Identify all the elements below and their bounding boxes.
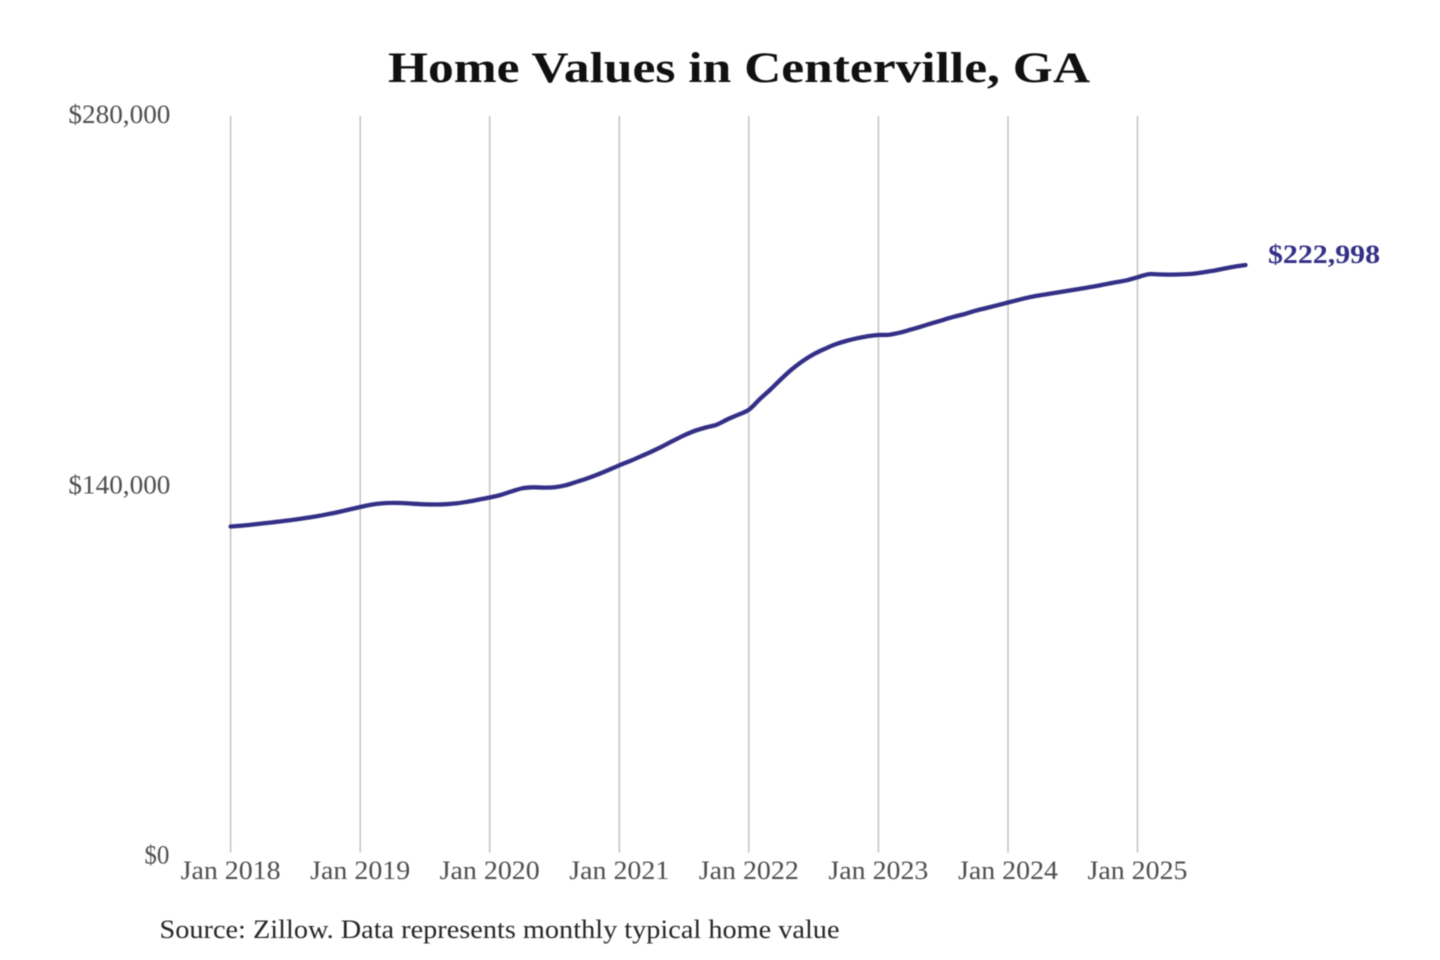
svg-text:Source: Zillow. Data represent: Source: Zillow. Data represents monthly … <box>160 915 840 944</box>
svg-text:Jan 2023: Jan 2023 <box>828 856 928 885</box>
svg-text:Jan 2020: Jan 2020 <box>440 856 540 885</box>
svg-text:$280,000: $280,000 <box>68 100 170 129</box>
svg-text:Jan 2024: Jan 2024 <box>958 856 1058 885</box>
svg-text:Jan 2018: Jan 2018 <box>181 856 281 885</box>
svg-text:Jan 2025: Jan 2025 <box>1088 856 1188 885</box>
svg-text:$222,998: $222,998 <box>1268 240 1380 269</box>
svg-text:Jan 2019: Jan 2019 <box>310 856 410 885</box>
svg-text:$140,000: $140,000 <box>68 470 170 499</box>
svg-text:Home Values in Centerville, GA: Home Values in Centerville, GA <box>388 45 1090 92</box>
svg-text:$0: $0 <box>144 841 169 870</box>
svg-text:Jan 2021: Jan 2021 <box>569 856 669 885</box>
svg-text:Jan 2022: Jan 2022 <box>699 856 799 885</box>
